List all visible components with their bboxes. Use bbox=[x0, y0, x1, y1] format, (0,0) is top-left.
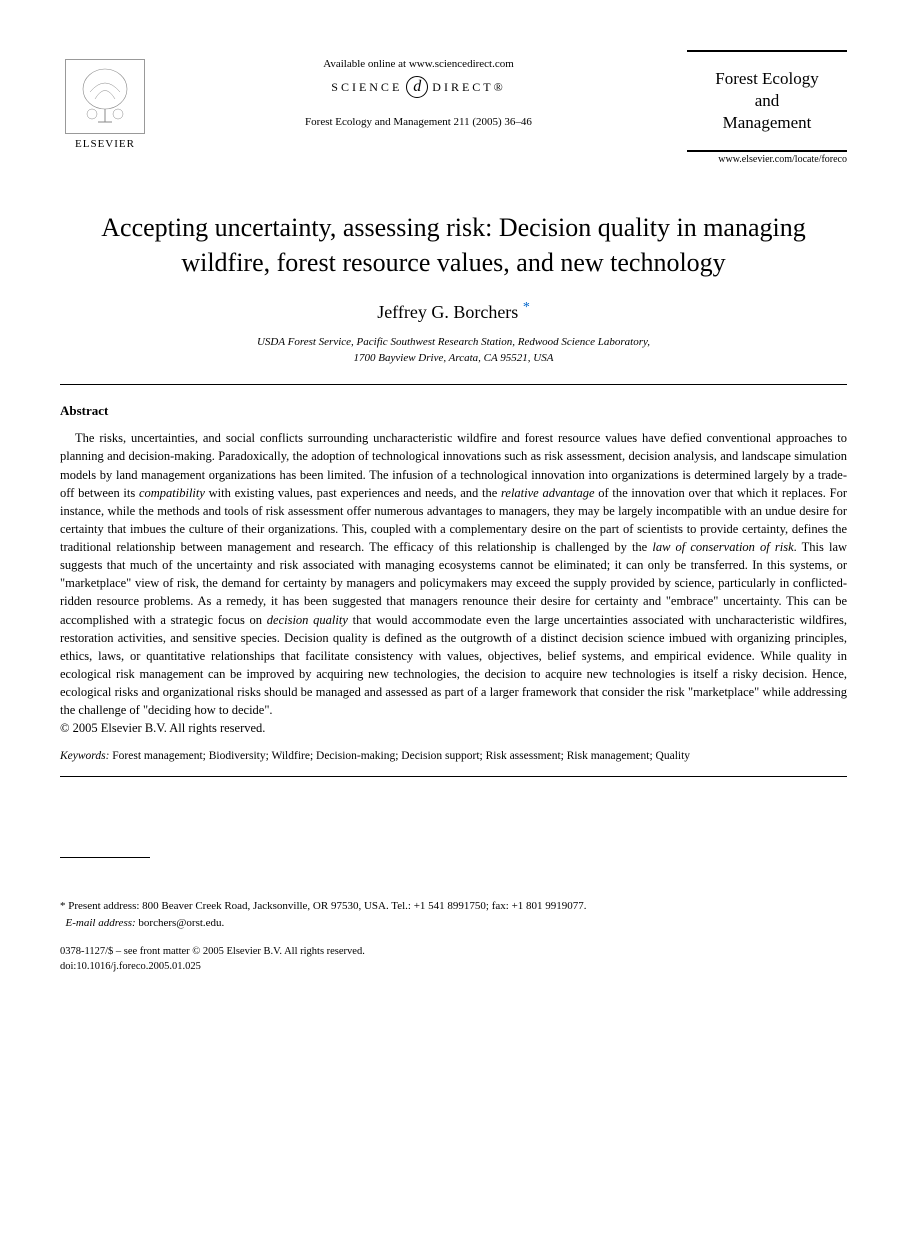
science-label-left: SCIENCE bbox=[331, 80, 402, 95]
keywords-list: Forest management; Biodiversity; Wildfir… bbox=[112, 750, 690, 762]
affiliation: USDA Forest Service, Pacific Southwest R… bbox=[60, 335, 847, 366]
footnote-address-line: * Present address: 800 Beaver Creek Road… bbox=[60, 898, 847, 915]
journal-title: Forest Ecology and Management bbox=[695, 68, 839, 134]
citation-text: Forest Ecology and Management 211 (2005)… bbox=[150, 116, 687, 128]
spacer bbox=[60, 777, 847, 857]
footnote-address: Present address: 800 Beaver Creek Road, … bbox=[68, 900, 586, 912]
doi-line: doi:10.1016/j.foreco.2005.01.025 bbox=[60, 960, 847, 975]
abstract-body: The risks, uncertainties, and social con… bbox=[60, 429, 847, 719]
abstract-heading: Abstract bbox=[60, 403, 847, 419]
affiliation-line1: USDA Forest Service, Pacific Southwest R… bbox=[257, 336, 650, 348]
journal-box: Forest Ecology and Management bbox=[687, 50, 847, 152]
science-label-right: DIRECT® bbox=[432, 80, 505, 95]
email-address[interactable]: borchers@orst.edu. bbox=[138, 917, 224, 929]
header-row: ELSEVIER Available online at www.science… bbox=[60, 50, 847, 195]
header-center: Available online at www.sciencedirect.co… bbox=[150, 50, 687, 128]
email-label: E-mail address: bbox=[66, 917, 136, 929]
elsevier-tree-icon bbox=[65, 59, 145, 134]
journal-url[interactable]: www.elsevier.com/locate/foreco bbox=[687, 154, 847, 165]
elsevier-logo: ELSEVIER bbox=[60, 50, 150, 150]
sciencedirect-icon: d bbox=[406, 76, 428, 98]
article-title: Accepting uncertainty, assessing risk: D… bbox=[60, 210, 847, 280]
science-direct-logo: SCIENCE d DIRECT® bbox=[150, 76, 687, 98]
issn-line: 0378-1127/$ – see front matter © 2005 El… bbox=[60, 945, 847, 960]
footnote-rule bbox=[60, 857, 150, 858]
available-online-text: Available online at www.sciencedirect.co… bbox=[150, 58, 687, 70]
copyright-line: © 2005 Elsevier B.V. All rights reserved… bbox=[60, 721, 847, 736]
journal-line1: Forest Ecology bbox=[715, 69, 818, 88]
journal-box-wrapper: Forest Ecology and Management www.elsevi… bbox=[687, 50, 847, 195]
rule-top bbox=[60, 384, 847, 385]
footnote-marker: * bbox=[60, 900, 66, 912]
keywords-line: Keywords: Forest management; Biodiversit… bbox=[60, 750, 847, 762]
keywords-label: Keywords: bbox=[60, 750, 109, 762]
journal-line3: Management bbox=[723, 113, 812, 132]
elsevier-label: ELSEVIER bbox=[75, 138, 135, 150]
author-name: Jeffrey G. Borchers bbox=[377, 302, 518, 322]
footnote-block: * Present address: 800 Beaver Creek Road… bbox=[60, 898, 847, 931]
affiliation-line2: 1700 Bayview Drive, Arcata, CA 95521, US… bbox=[354, 352, 554, 364]
footer-block: 0378-1127/$ – see front matter © 2005 El… bbox=[60, 945, 847, 974]
author-line: Jeffrey G. Borchers * bbox=[60, 300, 847, 323]
author-footnote-link[interactable]: * bbox=[523, 300, 530, 315]
footnote-email-line: E-mail address: borchers@orst.edu. bbox=[60, 915, 847, 932]
journal-line2: and bbox=[755, 91, 780, 110]
